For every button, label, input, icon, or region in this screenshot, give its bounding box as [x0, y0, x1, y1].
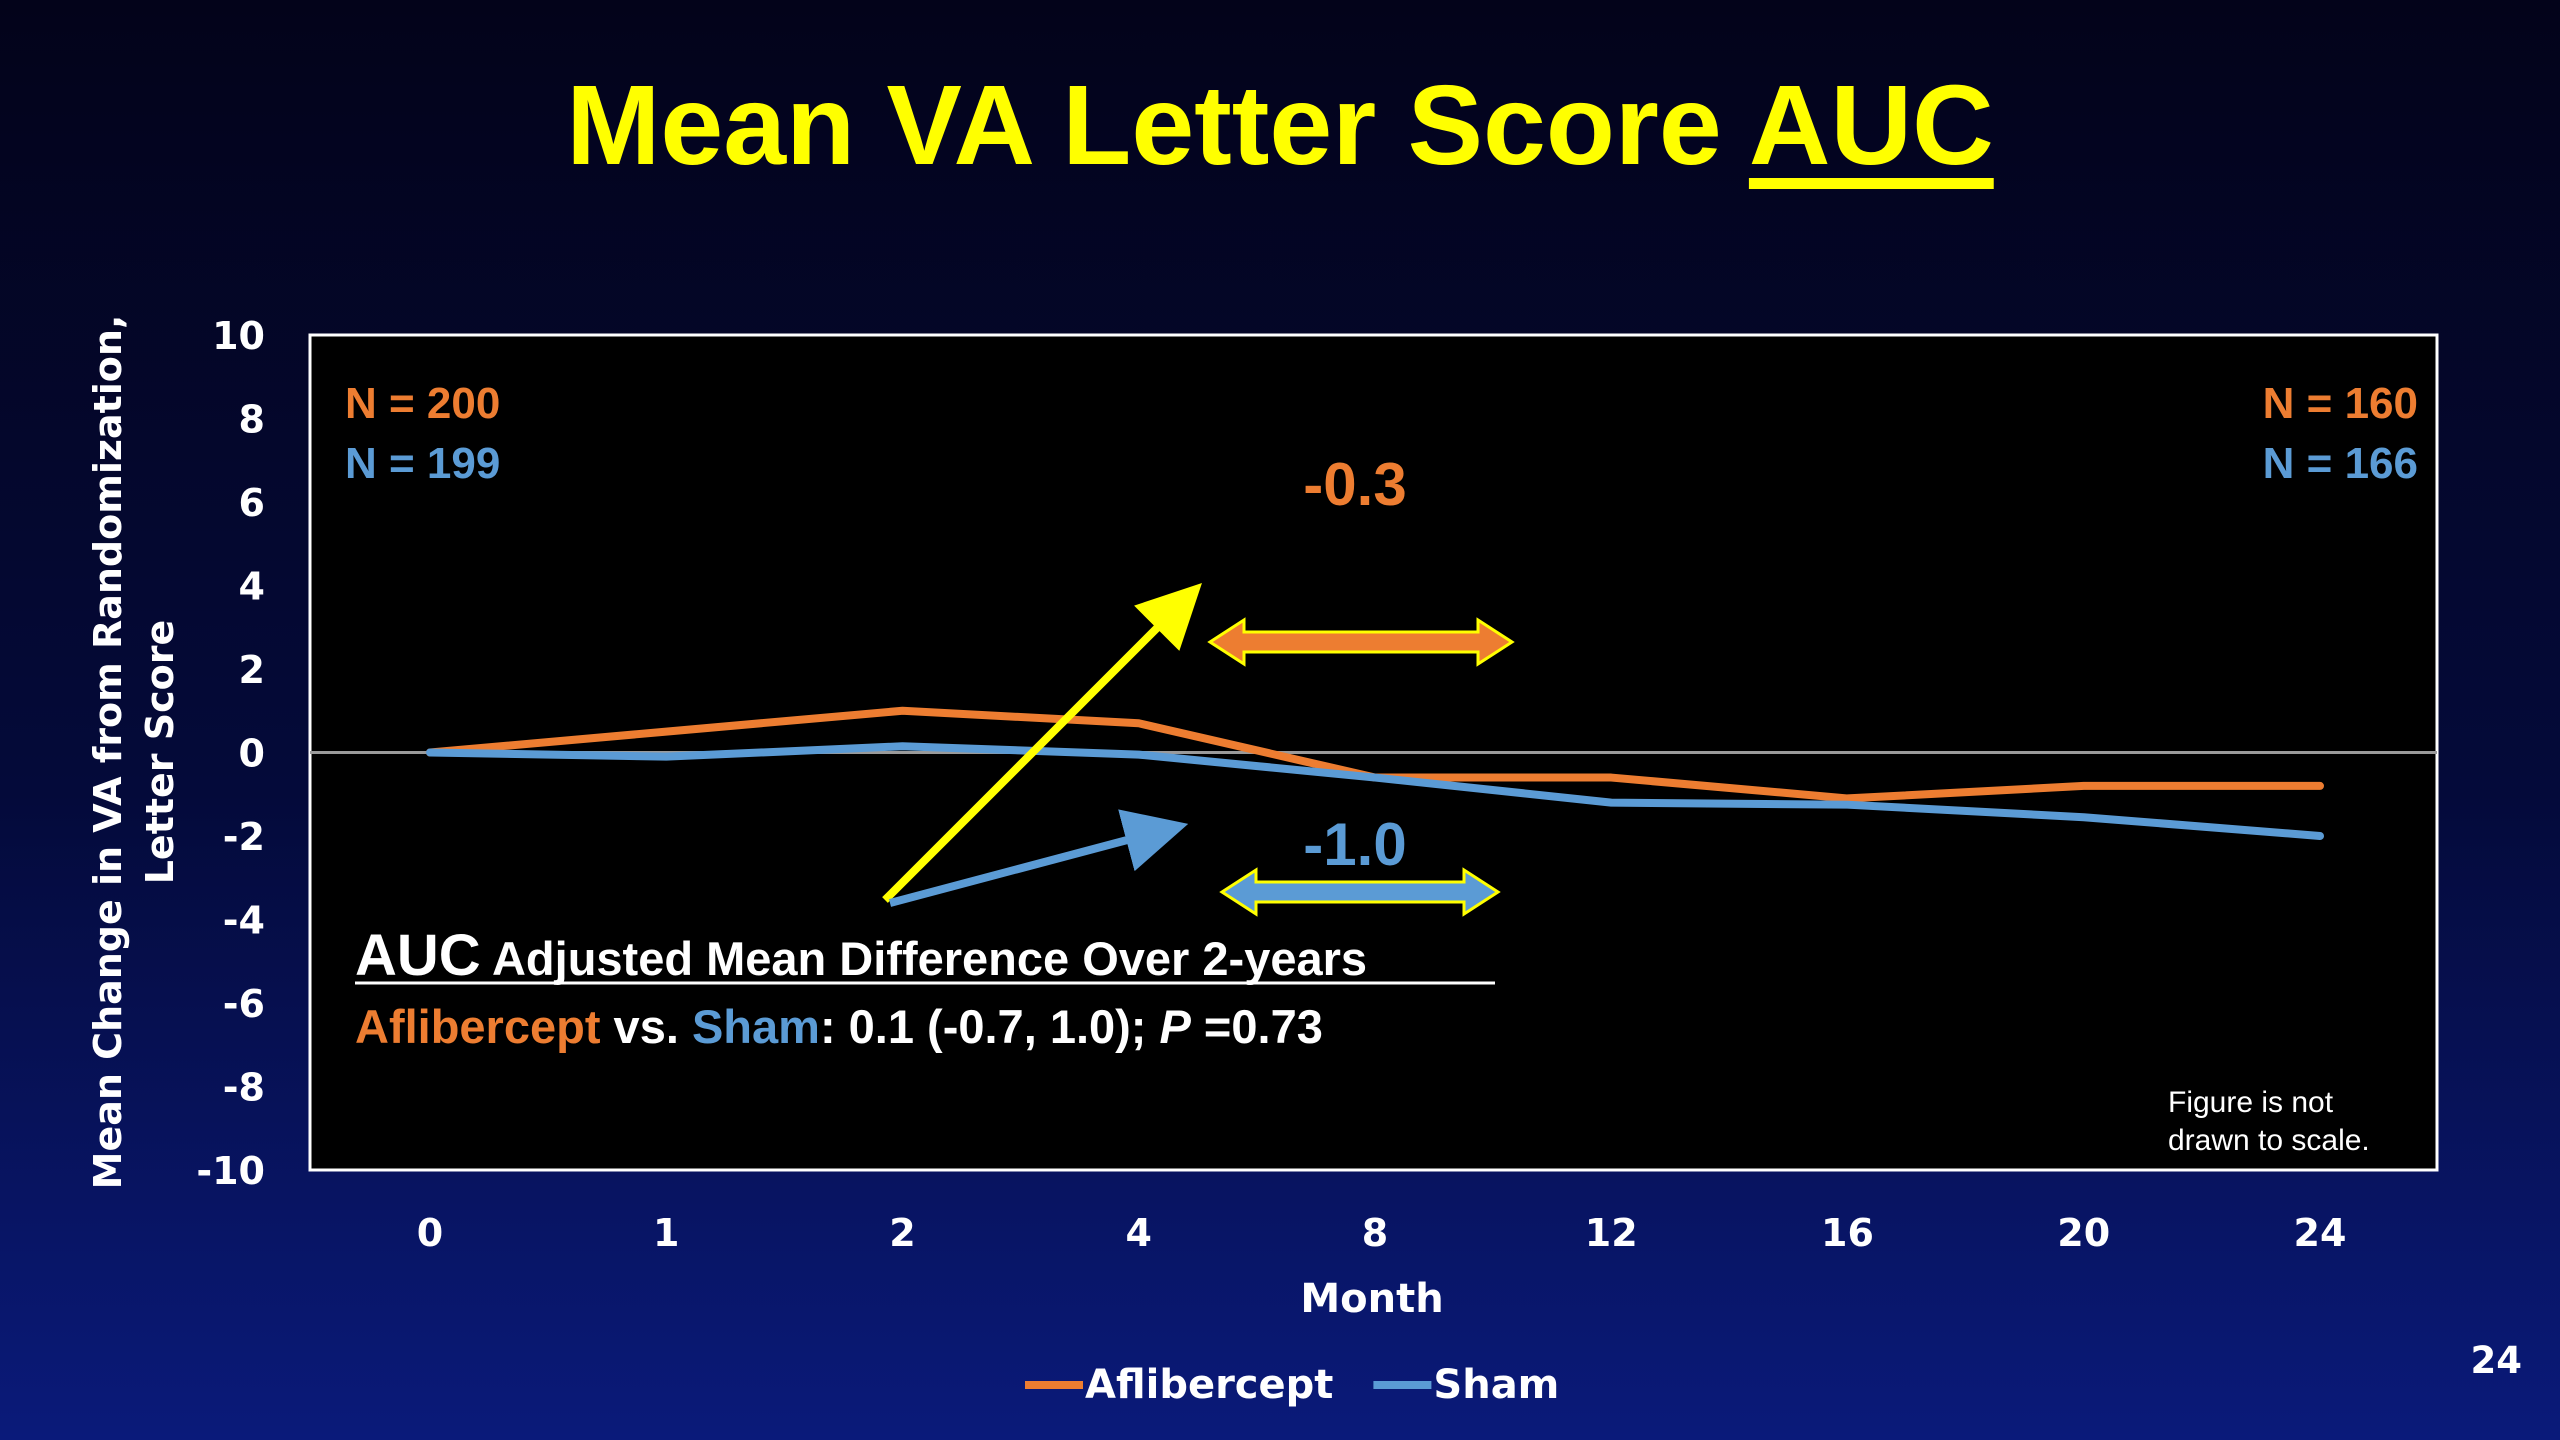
y-axis-title-line2: Letter Score [138, 620, 182, 885]
x-tick-label: 24 [2294, 1211, 2347, 1255]
slide-title: Mean VA Letter Score AUC [0, 60, 2560, 190]
x-tick-label: 2 [889, 1211, 915, 1255]
y-axis-title: Mean Change in VA from Randomization, Le… [86, 315, 182, 1190]
n-start-sham: N = 199 [345, 439, 500, 488]
y-tick-label: 6 [239, 481, 265, 525]
x-tick-label: 12 [1585, 1211, 1638, 1255]
auc-heading: AUC Adjusted Mean Difference Over 2-year… [355, 923, 1367, 988]
y-tick-label: -8 [223, 1066, 265, 1110]
sham-double-arrow [1219, 867, 1501, 917]
blue-arrow [888, 809, 1189, 907]
legend-label-aflibercept: Aflibercept [1085, 1362, 1333, 1408]
y-tick-label: -10 [196, 1149, 265, 1193]
yellow-arrow [882, 583, 1202, 903]
comparison-stats-1: : 0.1 (-0.7, 1.0); [820, 1000, 1160, 1053]
comparison-sham: Sham [692, 1000, 820, 1053]
n-end-aflibercept: N = 160 [2263, 379, 2418, 428]
y-tick-label: 0 [239, 732, 265, 776]
title-main: Mean VA Letter Score [566, 62, 1749, 188]
x-tick-label: 0 [417, 1211, 443, 1255]
n-start-aflibercept: N = 200 [345, 379, 500, 428]
page-number: 24 [2470, 1339, 2523, 1382]
series-line-sham [426, 742, 2324, 840]
x-tick-label: 16 [1821, 1211, 1874, 1255]
comparison-aflibercept: Aflibercept [355, 1000, 601, 1053]
legend: Aflibercept Sham [1025, 1362, 1559, 1408]
diff-aflibercept-label: -0.3 [1303, 451, 1406, 518]
scale-note-line1: Figure is not [2168, 1086, 2334, 1119]
comparison-p: P [1160, 1000, 1192, 1053]
y-tick-label: 2 [239, 648, 265, 692]
x-axis: 0 1 2 4 8 12 16 20 24 [417, 1211, 2347, 1255]
y-tick-label: -2 [223, 815, 265, 859]
comparison-vs: vs. [601, 1000, 692, 1053]
y-tick-label: 4 [239, 565, 265, 609]
comparison-stats-2: =0.73 [1191, 1000, 1323, 1053]
scale-note-line2: drawn to scale. [2168, 1124, 2370, 1157]
n-end-sham: N = 166 [2263, 439, 2418, 488]
y-tick-label: 8 [239, 398, 265, 442]
y-tick-label: -6 [223, 982, 265, 1026]
series-group [426, 706, 2324, 840]
y-tick-label: -4 [223, 899, 265, 943]
x-tick-label: 4 [1126, 1211, 1152, 1255]
diff-sham-label: -1.0 [1303, 811, 1406, 878]
auc-comparison: Aflibercept vs. Sham: 0.1 (-0.7, 1.0); P… [355, 1000, 1323, 1053]
y-axis: 10 8 6 4 2 0 -2 -4 -6 -8 -10 [196, 314, 265, 1193]
auc-word: AUC [355, 923, 481, 988]
y-tick-label: 10 [212, 314, 265, 358]
x-tick-label: 1 [653, 1211, 679, 1255]
legend-label-sham: Sham [1433, 1362, 1559, 1408]
title-underlined: AUC [1748, 62, 1994, 188]
x-axis-title: Month [1300, 1276, 1443, 1322]
x-tick-label: 8 [1362, 1211, 1388, 1255]
aflibercept-double-arrow [1207, 617, 1515, 667]
x-tick-label: 20 [2057, 1211, 2110, 1255]
auc-heading-text: Adjusted Mean Difference Over 2-years [481, 932, 1367, 985]
y-axis-title-line1: Mean Change in VA from Randomization, [86, 315, 130, 1190]
